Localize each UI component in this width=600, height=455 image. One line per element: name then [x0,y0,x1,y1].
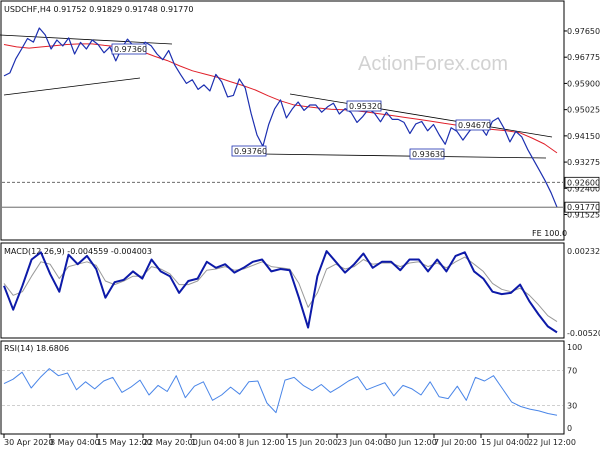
price-header: USDCHF,H4 0.91752 0.91829 0.91748 0.9177… [4,5,193,14]
x-tick-label: 15 Jul 04:00 [481,438,529,447]
x-tick-label: 7 Jul 20:00 [434,438,477,447]
annotation-box [346,100,382,112]
x-tick-label: 15 May 12:00 [97,438,152,447]
price-y-ticks: 0.97650 0.96775 0.95900 0.95025 0.94150 0.932… [564,27,600,220]
macd-header: MACD(12,26,9) -0.004559 -0.004003 [4,247,152,256]
x-tick-label: 22 May 20:00 [143,438,198,447]
annotation-box [111,43,147,55]
rsi-series [3,368,558,416]
macd-y-tick-label: -0.005201 [567,329,600,338]
rsi-y-tick-label: 70 [567,366,577,375]
x-tick-label: 1 Jun 04:00 [191,438,237,447]
rsi-y-tick-label: 0 [567,424,572,433]
price-y-tick-label: 0.96775 [567,53,600,62]
price-levels: 0.92600 0.91770 [2,176,600,213]
annotation-label: 0.93630 [412,150,445,159]
price-level-label: 0.91770 [567,203,600,212]
rsi-header: RSI(14) 18.6806 [4,344,69,353]
annotation-label: 0.95320 [349,102,382,111]
channel-lower-line [3,77,141,96]
annotation-box [455,119,491,131]
rsi-y-tick-label: 100 [567,343,582,352]
macd-y-tick-label: 0.002325 [567,247,600,256]
rsi-y-ticks: 100 70 30 0 [2,343,582,433]
price-y-tick-label: 0.93275 [567,158,600,167]
x-tick-label: 15 Jun 20:00 [287,438,338,447]
price-y-tick-label: 0.95025 [567,106,600,115]
price-y-tick-label: 0.92400 [567,184,600,193]
rsi-y-tick-label: 30 [567,402,577,411]
annotation-label: 0.93760 [234,147,267,156]
watermark: ActionForex.com [358,53,508,75]
price-level-label: 0.92600 [567,178,600,187]
macd-panel-frame [0,242,565,339]
price-level-box [564,176,600,188]
price-y-tick-label: 0.95900 [567,79,600,88]
annotation-box [231,145,267,157]
x-tick-label: 30 Jun 12:00 [386,438,437,447]
annotation-label: 0.97360 [114,45,147,54]
trendlines [0,34,553,159]
macd-series [3,250,558,334]
price-y-tick-label: 0.97650 [567,27,600,36]
macd-signal-line [3,256,558,323]
x-tick-label: 8 Jun 12:00 [239,438,285,447]
price-annotations: 0.97360 0.95320 0.93760 0.94670 0.93630 [111,43,491,160]
macd-line [3,250,558,334]
price-y-tick-label: 0.94150 [567,132,600,141]
x-tick-label: 30 Apr 2020 [4,438,53,447]
rsi-line [3,368,558,416]
triangle-lower-line [261,153,547,159]
price-line [3,27,558,208]
triangle-upper-line [289,93,553,138]
price-level-box [564,201,600,213]
channel-upper-line [0,34,173,45]
annotation-box [409,148,445,160]
x-tick-label: 8 May 04:00 [50,438,100,447]
fe-label: FE 100.0 [532,229,567,238]
macd-y-ticks: 0.002325 -0.005201 [567,247,600,338]
annotation-label: 0.94670 [458,121,491,130]
price-y-tick-label: 0.91525 [567,211,600,220]
x-tick-label: 23 Jun 04:00 [337,438,388,447]
x-tick-label: 22 Jul 12:00 [528,438,576,447]
